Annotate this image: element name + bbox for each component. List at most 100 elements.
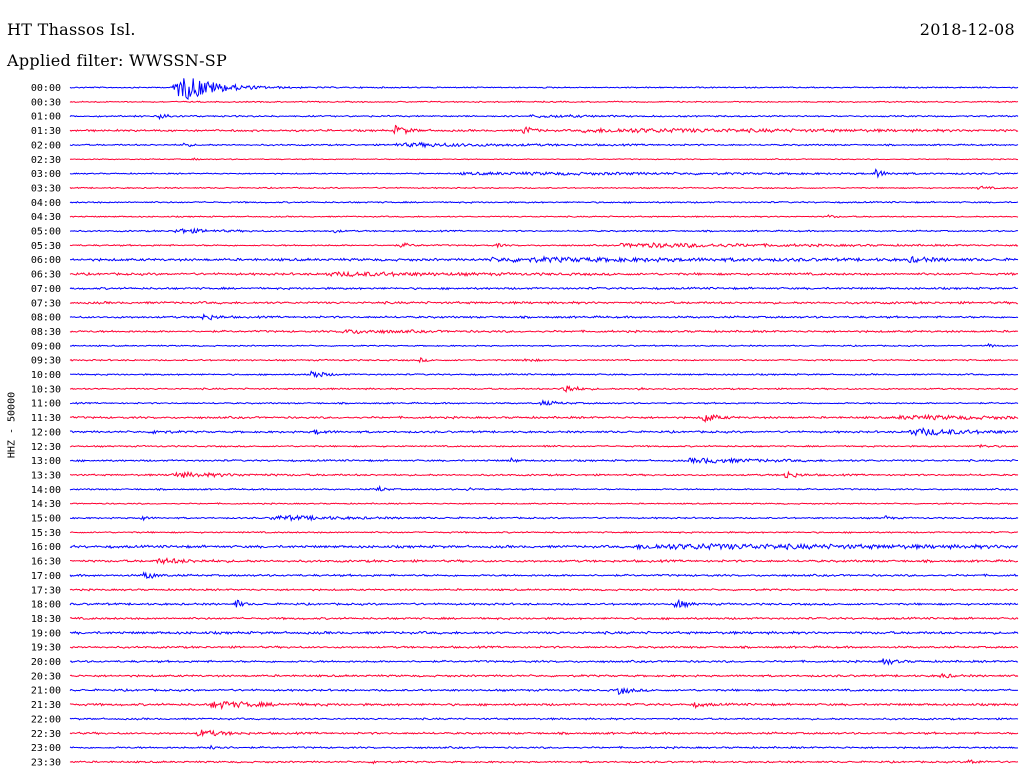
trace-line-2000: [69, 658, 1019, 666]
trace-line-1300: [69, 456, 1019, 465]
trace-line-0830: [69, 328, 1019, 335]
trace-line-0330: [69, 185, 1019, 191]
time-label: 22:00: [31, 714, 61, 725]
trace-line-0130: [69, 124, 1019, 136]
time-label: 04:30: [31, 212, 61, 223]
time-label: 18:00: [31, 600, 61, 611]
trace-line-1930: [69, 645, 1019, 650]
trace-line-1200: [69, 427, 1019, 437]
trace-line-0600: [69, 255, 1019, 264]
trace-line-0430: [69, 214, 1019, 219]
trace-line-1030: [69, 385, 1019, 393]
time-label: 21:30: [31, 700, 61, 711]
time-label: 09:30: [31, 356, 61, 367]
trace-line-1500: [69, 514, 1019, 522]
trace-line-0930: [69, 357, 1019, 364]
time-label: 10:00: [31, 370, 61, 381]
station-title: HT Thassos Isl.: [7, 20, 136, 39]
time-label: 13:00: [31, 456, 61, 467]
trace-line-0800: [69, 313, 1019, 321]
trace-line-1430: [69, 502, 1019, 505]
time-label: 00:00: [31, 83, 61, 94]
trace-line-0400: [69, 200, 1019, 204]
trace-line-0900: [69, 342, 1019, 348]
date-label: 2018-12-08: [919, 20, 1015, 39]
time-label: 07:00: [31, 284, 61, 295]
filter-label: Applied filter: WWSSN-SP: [7, 51, 228, 70]
trace-line-2030: [69, 672, 1019, 679]
time-label-group: 00:00 00:30 01:00 01:30 02:00 02:30 03:00 03:30…: [31, 83, 61, 768]
trace-line-1000: [69, 370, 1019, 379]
time-label: 21:00: [31, 686, 61, 697]
time-label: 08:30: [31, 327, 61, 338]
time-label: 20:00: [31, 657, 61, 668]
time-label: 11:30: [31, 413, 61, 424]
time-label: 14:00: [31, 485, 61, 496]
time-label: 19:30: [31, 643, 61, 654]
trace-line-2100: [69, 687, 1019, 696]
time-label: 07:30: [31, 298, 61, 309]
time-label: 16:30: [31, 557, 61, 568]
time-label: 06:00: [31, 255, 61, 266]
trace-line-2200: [69, 717, 1019, 721]
time-label: 06:30: [31, 270, 61, 281]
trace-line-2130: [69, 700, 1019, 711]
trace-line-1900: [69, 630, 1019, 636]
trace-line-2300: [69, 744, 1019, 750]
trace-line-0730: [69, 300, 1019, 305]
trace-line-1130: [69, 413, 1019, 424]
time-label: 11:00: [31, 399, 61, 410]
time-label: 20:30: [31, 671, 61, 682]
trace-line-1330: [69, 470, 1019, 479]
trace-line-1530: [69, 530, 1018, 534]
time-label: 12:30: [31, 442, 61, 453]
time-label: 23:30: [31, 757, 61, 768]
time-label: 02:00: [31, 140, 61, 151]
trace-line-1700: [69, 571, 1019, 580]
time-label: 01:30: [31, 126, 61, 137]
time-label: 03:00: [31, 169, 61, 180]
trace-line-0230: [69, 157, 1019, 161]
time-label: 14:30: [31, 499, 61, 510]
time-label: 05:00: [31, 227, 61, 238]
trace-line-0300: [69, 168, 1019, 179]
time-label: 15:00: [31, 514, 61, 525]
trace-line-1800: [69, 598, 1019, 609]
time-label: 09:00: [31, 341, 61, 352]
time-label: 19:00: [31, 628, 61, 639]
trace-line-0630: [69, 270, 1019, 278]
time-label: 15:30: [31, 528, 61, 539]
time-label: 00:30: [31, 97, 61, 108]
trace-line-2230: [69, 729, 1019, 738]
time-label: 10:30: [31, 384, 61, 395]
trace-line-1730: [69, 587, 1019, 592]
trace-line-0700: [69, 286, 1019, 291]
trace-line-0100: [69, 113, 1019, 121]
time-label: 01:00: [31, 112, 61, 123]
time-label: 02:30: [31, 155, 61, 166]
trace-line-1830: [69, 616, 1019, 621]
time-label: 08:00: [31, 313, 61, 324]
time-label: 03:30: [31, 183, 61, 194]
time-label: 23:00: [31, 743, 61, 754]
time-label: 17:00: [31, 571, 61, 582]
trace-line-0530: [69, 242, 1019, 249]
time-label: 18:30: [31, 614, 61, 625]
trace-line-0030: [69, 100, 1019, 104]
time-label: 17:30: [31, 585, 61, 596]
time-label: 13:30: [31, 470, 61, 481]
trace-line-0200: [69, 141, 1019, 149]
trace-line-1230: [69, 443, 1019, 449]
time-label: 12:00: [31, 427, 61, 438]
trace-line-1400: [69, 484, 1019, 492]
time-label: 22:30: [31, 729, 61, 740]
trace-line-0500: [69, 227, 1019, 235]
trace-line-1630: [69, 557, 1019, 566]
time-label: 04:00: [31, 198, 61, 209]
trace-group: [69, 78, 1019, 765]
trace-line-1600: [69, 542, 1019, 551]
trace-line-1100: [69, 399, 1019, 406]
trace-line-0000: [69, 78, 1019, 101]
time-label: 05:30: [31, 241, 61, 252]
